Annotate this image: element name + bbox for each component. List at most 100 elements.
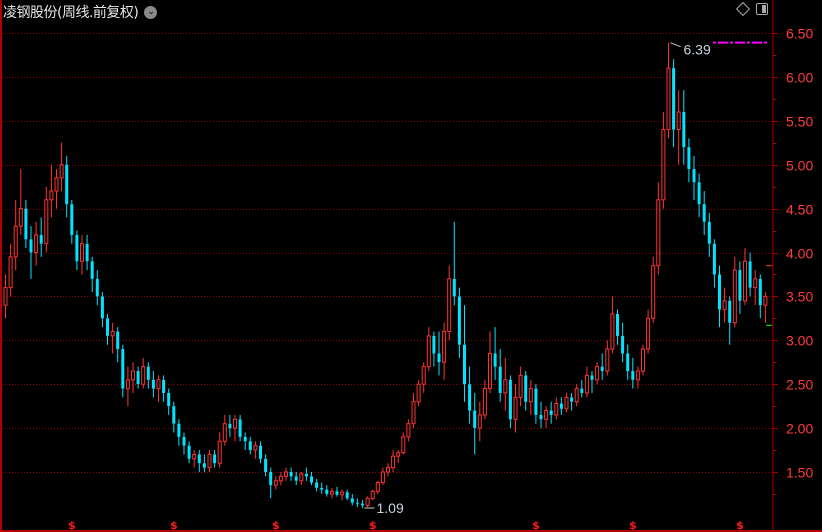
candle (518, 366, 523, 407)
candle-body (707, 221, 711, 244)
candle-body (488, 352, 492, 390)
candle-body (570, 397, 574, 402)
candle (172, 401, 176, 433)
candle (702, 191, 706, 235)
candle (508, 375, 512, 429)
candle (24, 199, 28, 249)
candle-body (687, 147, 691, 170)
candle-body (574, 388, 579, 403)
y-tick-label: 4.00 (786, 246, 813, 262)
candle (447, 265, 452, 341)
candle-body (202, 463, 206, 468)
candle (722, 287, 727, 323)
candle-body (278, 475, 283, 482)
event-marker-icon[interactable]: $ (532, 519, 540, 532)
candle (54, 169, 59, 209)
candle (320, 482, 324, 494)
candle (631, 357, 635, 389)
candle-body (544, 410, 549, 420)
candle-body (228, 423, 232, 429)
candle-body (508, 379, 512, 420)
candle-body (712, 243, 716, 275)
candle-body (310, 476, 313, 483)
candle (259, 441, 262, 464)
candle (75, 230, 79, 271)
candle (125, 366, 130, 407)
candle (493, 327, 497, 380)
candle-body (59, 164, 64, 179)
candle-body (18, 208, 23, 227)
event-marker-icon[interactable]: $ (170, 519, 178, 532)
candle-body (524, 375, 528, 402)
candle (477, 401, 482, 442)
candle (498, 349, 502, 402)
candle-body (177, 423, 181, 437)
candle (580, 379, 584, 398)
candle (426, 327, 431, 372)
candle-body (213, 454, 217, 464)
chevron-down-circle-icon[interactable]: ⌄ (144, 5, 158, 19)
event-marker-icon[interactable]: $ (272, 519, 280, 532)
candle (39, 217, 43, 257)
candle (692, 155, 696, 200)
candle-body (463, 344, 466, 385)
event-marker-icon[interactable]: $ (369, 519, 377, 532)
candle-body (269, 472, 273, 486)
candle-body (473, 410, 477, 429)
candle-body (125, 379, 130, 390)
candle-body (222, 423, 227, 442)
candle-body (345, 492, 349, 499)
candle (396, 450, 401, 464)
candle-body (299, 473, 304, 482)
candle (595, 362, 600, 385)
candle-body (187, 445, 191, 459)
candle (294, 472, 298, 486)
candle-body (29, 239, 33, 253)
y-tick-label: 5.50 (786, 114, 813, 130)
chart-title: 凌钢股份(周线.前复权) ⌄ (3, 2, 158, 22)
candle-body (718, 274, 721, 310)
candle-body (380, 471, 385, 484)
candle (106, 313, 109, 345)
candle (289, 467, 293, 481)
candle-body (621, 335, 625, 354)
candle-body (442, 331, 447, 363)
candle (253, 441, 258, 459)
candle-body (386, 467, 390, 473)
candle-body (528, 388, 533, 403)
candle (131, 362, 135, 393)
candle-body (610, 313, 615, 350)
candle-body (722, 300, 727, 311)
candle (278, 472, 283, 486)
candle-body (151, 379, 155, 389)
candle (116, 327, 120, 363)
candle (697, 173, 701, 218)
candle-body (85, 243, 89, 262)
candle (386, 463, 390, 477)
candle (687, 138, 691, 183)
candle (49, 164, 54, 218)
candle (299, 472, 304, 486)
candle-body (661, 129, 666, 201)
candle-body (584, 374, 589, 394)
event-marker-icon[interactable]: $ (68, 519, 76, 532)
event-marker-icon[interactable]: $ (629, 519, 637, 532)
candle-body (167, 392, 171, 407)
candle (110, 322, 115, 354)
candle (340, 489, 345, 501)
panel-toggle-icon[interactable] (756, 3, 768, 15)
candle-body (518, 374, 523, 398)
candle-body (732, 269, 737, 324)
candle-body (192, 453, 197, 460)
candle (233, 414, 237, 442)
event-marker-icon[interactable]: $ (736, 519, 744, 532)
candle (13, 199, 18, 271)
candle-body (365, 497, 370, 506)
candle-body (294, 476, 298, 481)
candle (621, 322, 625, 363)
candle (457, 287, 461, 358)
candle (264, 454, 268, 477)
candle (207, 450, 212, 472)
candle-body (564, 396, 569, 410)
